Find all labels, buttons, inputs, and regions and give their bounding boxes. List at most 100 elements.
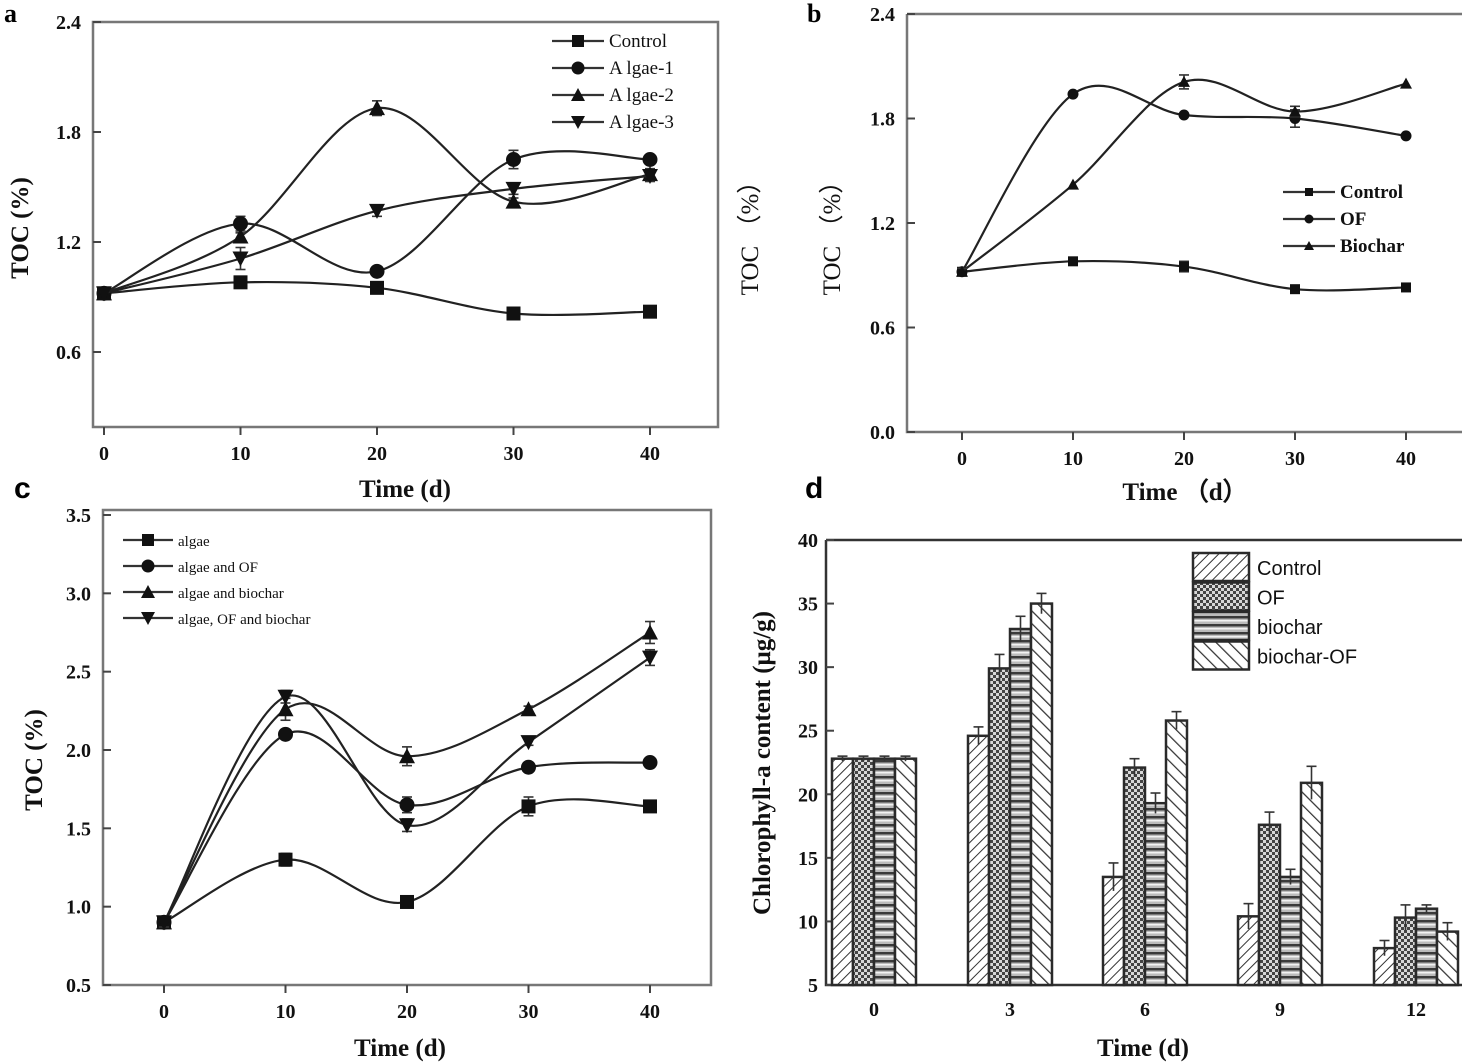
legend-marker-triangle-down-icon	[141, 612, 155, 625]
legend-item: Control	[1283, 182, 1403, 203]
x-tick-label: 10	[276, 1001, 296, 1023]
bar	[830, 757, 855, 987]
series-control	[97, 275, 657, 321]
bar	[1101, 875, 1126, 987]
bar	[1164, 719, 1189, 987]
data-point	[505, 193, 522, 209]
x-tick-label: 3	[1005, 999, 1015, 1021]
legend-marker-triangle-down-icon	[571, 116, 585, 129]
bar	[1008, 627, 1033, 987]
legend-label: A lgae-1	[609, 58, 674, 79]
plot-frame-a	[91, 20, 720, 429]
panel-label-b: b	[807, 0, 821, 28]
y-tick-label: 3.0	[66, 583, 91, 605]
data-point	[520, 735, 537, 751]
y-tick-label: 0.0	[870, 422, 895, 444]
legend-item: algae and biochar	[123, 585, 284, 602]
legend-item: Control	[1191, 551, 1321, 583]
legend-label: OF	[1257, 588, 1285, 610]
x-axis-d: 0 3 6 9 12	[869, 999, 1426, 1021]
bar-series-biochar-of	[893, 592, 1460, 987]
legend-marker-triangle-up-icon	[141, 585, 155, 598]
data-point	[400, 894, 414, 909]
data-point	[369, 203, 385, 219]
x-tick-label: 0	[159, 1001, 169, 1023]
bar	[987, 667, 1012, 987]
series-algae-of-and-biochar	[156, 648, 658, 931]
legend-marker-square-icon	[1305, 188, 1313, 196]
data-point	[642, 152, 658, 167]
data-point	[1067, 88, 1079, 100]
data-point	[1178, 109, 1190, 121]
legend-swatch-crosshatch-icon	[1191, 581, 1251, 612]
data-point	[370, 280, 384, 295]
legend-label: algae and OF	[178, 560, 258, 576]
legend-item: algae	[123, 534, 210, 550]
x-tick-label: 0	[99, 443, 109, 465]
y-tick-label: 1.2	[870, 213, 895, 235]
series-control	[957, 256, 1411, 295]
legend-label: Control	[1340, 182, 1403, 203]
data-point	[233, 216, 248, 232]
data-point	[643, 304, 657, 319]
y-axis-b: 0.0 0.6 1.2 1.8 2.4	[870, 4, 915, 444]
x-tick-label: 40	[1396, 448, 1416, 470]
x-tick-label: 9	[1275, 999, 1285, 1021]
x-tick-label: 30	[1285, 448, 1305, 470]
y-tick-label: 15	[798, 848, 818, 870]
legend-marker-triangle-up-icon	[571, 88, 585, 101]
bar-series-biochar	[872, 615, 1439, 987]
series-algae	[157, 796, 657, 930]
x-tick-label: 20	[1174, 448, 1194, 470]
x-axis-title-b: Time （d）	[1122, 477, 1247, 506]
y-axis-title-c: TOC (%)	[21, 709, 48, 811]
data-point	[642, 755, 658, 771]
legend-marker-square-icon	[572, 35, 584, 47]
series-algae-and-biochar	[156, 620, 658, 930]
legend-marker-square-icon	[142, 534, 154, 546]
y-tick-label: 3.5	[66, 505, 91, 527]
x-tick-label: 20	[367, 443, 387, 465]
data-point	[520, 701, 537, 717]
y-axis-d: 5 10 15 20 25 30 35 40	[798, 530, 834, 997]
bar	[1414, 907, 1439, 987]
panel-label-a: a	[4, 0, 17, 28]
bar	[872, 757, 897, 987]
data-point	[277, 701, 294, 717]
data-point	[642, 169, 658, 184]
bar	[1299, 781, 1324, 987]
bar-series-of	[851, 653, 1418, 987]
bar	[893, 757, 918, 987]
x-axis-title-d: Time (d)	[1097, 1035, 1189, 1062]
y-tick-label: 1.8	[56, 122, 81, 144]
legend-marker-circle-icon	[571, 61, 585, 75]
y-tick-label: 1.0	[66, 897, 91, 919]
bar	[1029, 602, 1054, 987]
legend-item: Biochar	[1283, 236, 1405, 257]
legend-swatch-diagonal-up-icon	[1191, 551, 1251, 583]
data-point	[1290, 284, 1300, 295]
legend-label: biochar-OF	[1257, 647, 1357, 669]
y-tick-label: 2.4	[870, 4, 895, 26]
legend-item: A lgae-3	[552, 112, 674, 133]
legend-label: algae and biochar	[178, 586, 284, 602]
legend-swatch-diagonal-down-icon	[1191, 640, 1251, 671]
y-tick-label: 0.6	[870, 318, 895, 340]
legend-item: OF	[1283, 209, 1366, 230]
bar	[1122, 766, 1147, 987]
y-tick-label: 40	[798, 530, 818, 552]
legend-label: Control	[1257, 558, 1321, 580]
series-a-lgae-3	[96, 169, 658, 302]
panel-label-d: d	[805, 472, 823, 505]
y-tick-label: 20	[798, 784, 818, 806]
data-point	[1179, 261, 1189, 272]
bar-series-control	[830, 726, 1397, 987]
legend-marker-circle-icon	[1304, 214, 1314, 224]
series-group-b	[956, 74, 1412, 295]
data-point	[505, 181, 522, 197]
legend-item: algae, OF and biochar	[123, 612, 310, 628]
x-axis-title-c: Time (d)	[354, 1035, 446, 1062]
legend-b: Control OF Biochar	[1283, 182, 1405, 257]
legend-marker-triangle-up-icon	[1304, 241, 1314, 250]
